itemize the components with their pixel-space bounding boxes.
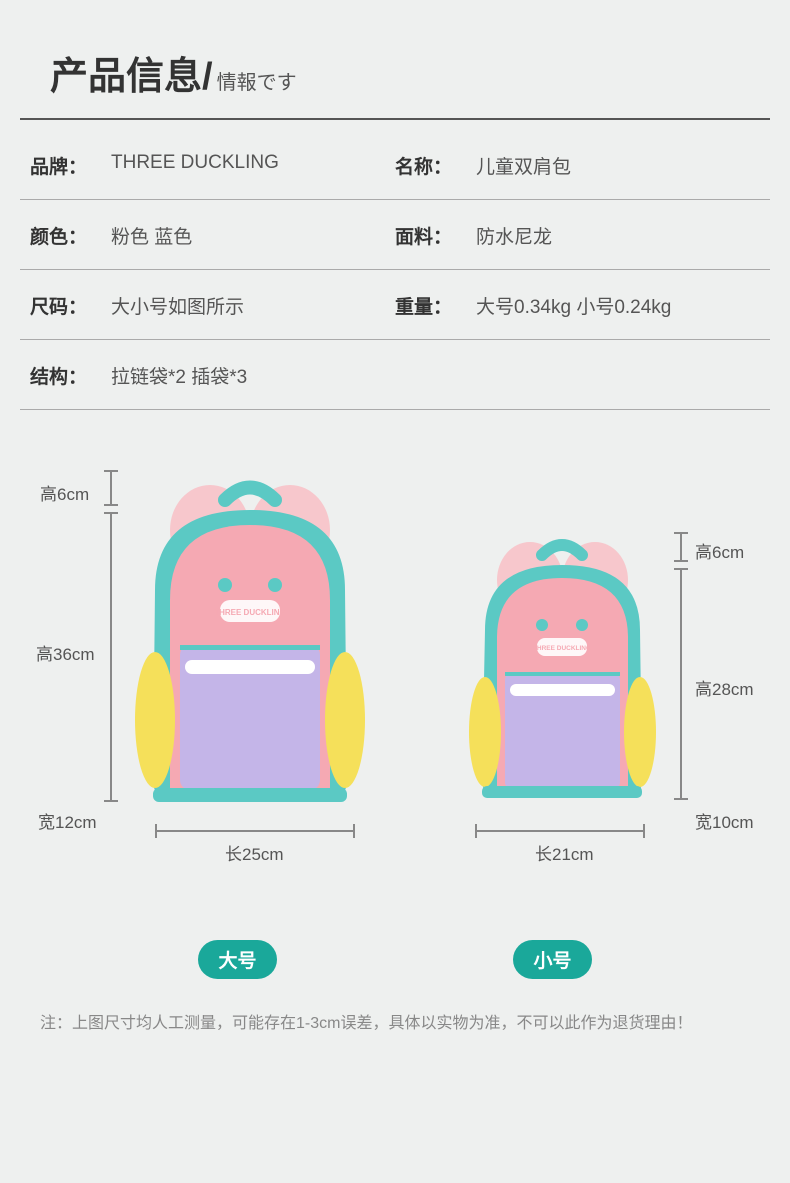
spec-table: 品牌：THREE DUCKLING名称：儿童双肩包颜色：粉色 蓝色面料：防水尼龙… xyxy=(0,120,790,410)
spec-label: 重量： xyxy=(395,292,470,319)
spec-value: 粉色 蓝色 xyxy=(111,222,192,249)
dim-length-small: 长21cm xyxy=(535,840,594,865)
dim-handle-large: 高6cm xyxy=(40,480,89,505)
spec-cell: 尺码：大小号如图所示 xyxy=(30,292,395,319)
dim-line xyxy=(680,568,682,800)
backpack-small-icon: THREE DUCKLING xyxy=(460,530,670,810)
badge-small: 小号 xyxy=(513,940,591,979)
spec-row: 结构：拉链袋*2 插袋*3 xyxy=(20,340,770,410)
spec-cell: 颜色：粉色 蓝色 xyxy=(30,222,395,249)
dim-line xyxy=(680,532,682,562)
title-sep: / xyxy=(202,56,213,99)
dim-handle-small: 高6cm xyxy=(695,538,744,563)
dimension-diagram: THREE DUCKLING 高6cm 高36cm 宽12cm 长25cm xyxy=(0,450,790,930)
spec-value: THREE DUCKLING xyxy=(111,152,279,179)
spec-label: 名称： xyxy=(395,152,470,179)
dim-line xyxy=(110,512,112,802)
dim-line xyxy=(110,470,112,506)
spec-value: 大号0.34kg 小号0.24kg xyxy=(476,292,671,319)
dim-line xyxy=(475,830,645,832)
dim-body-small: 高28cm xyxy=(695,675,754,700)
dim-line xyxy=(155,830,355,832)
spec-value: 儿童双肩包 xyxy=(476,152,571,179)
note-text: 上图尺寸均人工测量，可能存在1-3cm误差，具体以实物为准，不可以此作为退货理由… xyxy=(72,1015,692,1032)
footnote: 注：上图尺寸均人工测量，可能存在1-3cm误差，具体以实物为准，不可以此作为退货… xyxy=(0,979,790,1083)
svg-text:THREE DUCKLING: THREE DUCKLING xyxy=(214,608,286,617)
size-badges: 大号 小号 xyxy=(0,940,790,979)
dim-depth-small: 宽10cm xyxy=(695,808,754,833)
bag-small: THREE DUCKLING xyxy=(460,530,670,815)
note-label: 注： xyxy=(40,1015,72,1032)
title-main: 产品信息 xyxy=(50,45,202,100)
spec-cell: 品牌：THREE DUCKLING xyxy=(30,152,395,179)
svg-text:THREE DUCKLING: THREE DUCKLING xyxy=(533,645,591,652)
spec-label: 尺码： xyxy=(30,292,105,319)
header: 产品信息/情報です xyxy=(20,0,770,120)
badge-large: 大号 xyxy=(198,940,276,979)
dim-body-large: 高36cm xyxy=(36,640,95,665)
dim-depth-large: 宽12cm xyxy=(38,808,97,833)
spec-cell: 重量：大号0.34kg 小号0.24kg xyxy=(395,292,760,319)
spec-row: 尺码：大小号如图所示重量：大号0.34kg 小号0.24kg xyxy=(20,270,770,340)
spec-label: 面料： xyxy=(395,222,470,249)
spec-value: 大小号如图所示 xyxy=(111,292,244,319)
dim-length-large: 长25cm xyxy=(225,840,284,865)
spec-label: 品牌： xyxy=(30,152,105,179)
spec-label: 颜色： xyxy=(30,222,105,249)
spec-cell: 结构：拉链袋*2 插袋*3 xyxy=(30,362,395,389)
spec-value: 拉链袋*2 插袋*3 xyxy=(111,362,247,389)
backpack-large-icon: THREE DUCKLING xyxy=(125,470,375,810)
spec-cell: 名称：儿童双肩包 xyxy=(395,152,760,179)
spec-label: 结构： xyxy=(30,362,105,389)
spec-row: 颜色：粉色 蓝色面料：防水尼龙 xyxy=(20,200,770,270)
spec-value: 防水尼龙 xyxy=(476,222,552,249)
bag-large: THREE DUCKLING xyxy=(125,470,375,815)
spec-row: 品牌：THREE DUCKLING名称：儿童双肩包 xyxy=(20,130,770,200)
title-sub: 情報です xyxy=(217,66,297,95)
spec-cell: 面料：防水尼龙 xyxy=(395,222,760,249)
